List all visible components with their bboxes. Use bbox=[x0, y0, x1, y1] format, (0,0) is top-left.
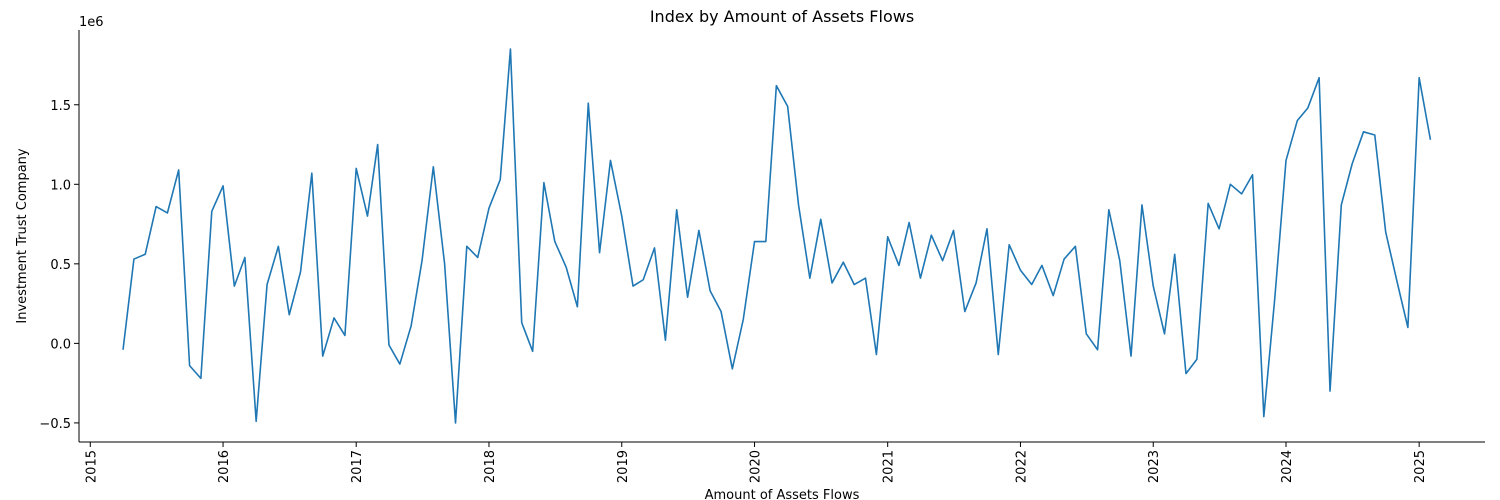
x-tick-label: 2025 bbox=[1413, 450, 1428, 483]
x-tick-label: 2016 bbox=[217, 450, 232, 483]
series-line-0 bbox=[122, 48, 1432, 424]
x-tick-label: 2017 bbox=[350, 450, 365, 483]
chart-title: Index by Amount of Assets Flows bbox=[650, 7, 914, 26]
y-tick-label: 1.0 bbox=[50, 178, 71, 193]
x-tick-label: 2022 bbox=[1014, 450, 1029, 483]
x-tick-label: 2024 bbox=[1280, 450, 1295, 483]
x-tick-label: 2019 bbox=[616, 450, 631, 483]
y-axis-ticks: −0.5 0.0 0.5 1.0 1.5 bbox=[39, 99, 79, 432]
x-axis-ticks: 2015 2016 2017 2018 2019 2020 2021 2022 2023 2024… bbox=[84, 442, 1428, 483]
x-tick-label: 2015 bbox=[84, 450, 99, 483]
x-axis-label: Amount of Assets Flows bbox=[705, 488, 860, 500]
y-offset-label: 1e6 bbox=[79, 15, 104, 30]
y-axis-label: Investment Trust Company bbox=[15, 148, 30, 324]
x-tick-label: 2018 bbox=[483, 450, 498, 483]
x-tick-label: 2023 bbox=[1147, 450, 1162, 483]
x-tick-label: 2020 bbox=[749, 450, 764, 483]
y-tick-label: 1.5 bbox=[50, 99, 71, 114]
y-tick-label: −0.5 bbox=[39, 417, 71, 432]
y-tick-label: 0.0 bbox=[50, 337, 71, 352]
y-tick-label: 0.5 bbox=[50, 258, 71, 273]
plot-area bbox=[122, 48, 1432, 424]
x-tick-label: 2021 bbox=[882, 450, 897, 483]
